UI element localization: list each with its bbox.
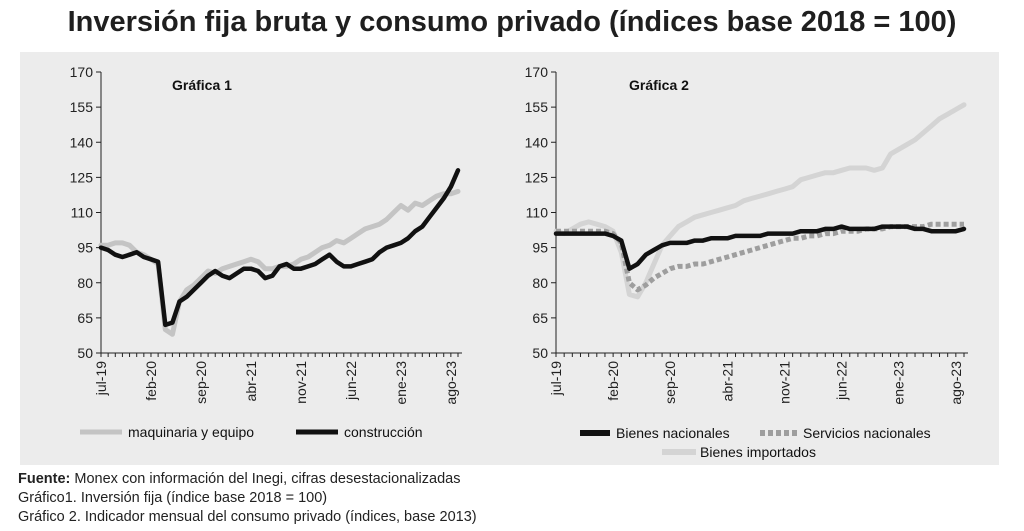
chart-1-y-tick-label: 125 (70, 169, 94, 185)
chart-2-series-bienes-importados (553, 102, 967, 300)
footer-source-line: Fuente: Monex con información del Inegi,… (18, 470, 477, 489)
legend-label-bienes-nacionales: Bienes nacionales (616, 425, 730, 441)
chart-2-x-tick-label: abr-21 (719, 361, 735, 402)
chart-2-x-tick-label: ago-23 (948, 361, 964, 405)
chart-2: Gráfica 2 50 65 80 95 110 125 140 155 170 jul-19… (525, 64, 968, 460)
chart-1-x-tick-label: abr-21 (243, 361, 259, 402)
chart-2-x-tick-label: jul-19 (548, 361, 564, 396)
chart-2-y-tick-label: 125 (525, 169, 549, 185)
chart-1-y-tick-label: 65 (77, 310, 93, 326)
chart-1-y-tick-label: 170 (70, 64, 94, 80)
chart-2-y-tick-label: 170 (525, 64, 549, 80)
chart-1-x-tick-label: jul-19 (93, 361, 109, 396)
chart-1-y-tick-label: 95 (77, 240, 93, 256)
chart-1-x-tick-label: ene-23 (393, 361, 409, 405)
chart-panel (20, 52, 999, 465)
chart-2-title: Gráfica 2 (629, 77, 689, 93)
chart-2-y-tick-label: 65 (532, 310, 548, 326)
chart-1-y-tick-label: 155 (70, 99, 94, 115)
chart-1-y-tick-label: 140 (70, 134, 94, 150)
chart-2-y-tick-label: 80 (532, 275, 548, 291)
chart-1-y-tick-label: 50 (77, 345, 93, 361)
chart-1-x-tick-label: jun-22 (343, 361, 359, 401)
chart-2-x-tick-label: sep-20 (662, 361, 678, 404)
chart-1-x-tick-label: sep-20 (193, 361, 209, 404)
chart-2-y-tick-label: 95 (532, 240, 548, 256)
footer: Fuente: Monex con información del Inegi,… (18, 470, 477, 527)
chart-1-x-tick-label: feb-20 (143, 361, 159, 401)
legend-label-construccion: construcción (344, 424, 423, 440)
chart-1-x-tick-label: nov-21 (293, 361, 309, 404)
chart-2-x-tick-label: feb-20 (605, 361, 621, 401)
page-title: Inversión fija bruta y consumo privado (… (67, 6, 957, 38)
chart-1-y-tick-label: 80 (77, 275, 93, 291)
chart-2-y-tick-label: 140 (525, 134, 549, 150)
chart-1-y-tick-label: 110 (71, 205, 94, 221)
footer-note-1: Gráfico1. Inversión fija (índice base 20… (18, 490, 328, 506)
chart-1-title: Gráfica 1 (172, 77, 232, 93)
chart-1-x-tick-label: ago-23 (443, 361, 459, 405)
chart-1: Gráfica 1 50 65 80 95 110 125 140 155 170 jul-19… (70, 64, 462, 440)
legend-label-maquinaria: maquinaria y equipo (128, 424, 254, 440)
chart-2-series-bienes-nacionales (553, 224, 967, 271)
footer-note-2: Gráfico 2. Indicador mensual del consumo… (18, 509, 477, 525)
chart-2-x-tick-label: ene-23 (891, 361, 907, 405)
footer-source-text: Monex con información del Inegi, cifras … (70, 471, 461, 487)
footer-source-label: Fuente: (18, 471, 71, 487)
legend-label-servicios-nacionales: Servicios nacionales (803, 425, 931, 441)
legend-label-bienes-importados: Bienes importados (700, 444, 816, 460)
chart-2-y-tick-label: 50 (532, 345, 548, 361)
chart-2-x-tick-label: jun-22 (834, 361, 850, 401)
chart-2-y-tick-label: 155 (525, 99, 549, 115)
chart-2-y-tick-label: 110 (526, 205, 549, 221)
chart-2-x-tick-label: nov-21 (776, 361, 792, 404)
chart-1-series-construcción (98, 168, 461, 328)
